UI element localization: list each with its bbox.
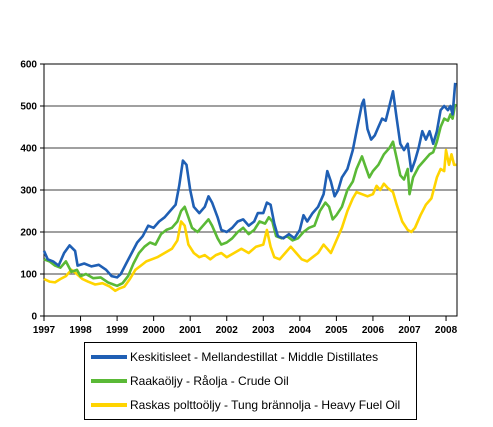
y-tick-label-300: 300 xyxy=(20,186,37,197)
y-tick-label-0: 0 xyxy=(31,312,37,323)
series-line-crude-oil xyxy=(43,103,457,288)
x-tick-label-2006: 2006 xyxy=(362,325,385,336)
series-line-middle-distillates xyxy=(42,82,457,279)
x-tick-label-2003: 2003 xyxy=(252,325,275,336)
x-tick-label-1999: 1999 xyxy=(106,325,129,336)
x-tick-label-2005: 2005 xyxy=(325,325,348,336)
legend-swatch-heavy-fuel-oil xyxy=(91,403,127,407)
x-tick-label-2002: 2002 xyxy=(216,325,239,336)
legend-item-crude-oil: Raakaöljy - Råolja - Crude Oil xyxy=(91,372,289,390)
legend-label-crude-oil: Raakaöljy - Råolja - Crude Oil xyxy=(130,374,289,388)
x-tick-label-1997: 1997 xyxy=(33,325,56,336)
legend-item-middle-distillates: Keskitisleet - Mellandestillat - Middle … xyxy=(91,348,378,366)
y-tick-label-100: 100 xyxy=(20,270,37,281)
x-tick-label-1998: 1998 xyxy=(69,325,92,336)
y-tick-label-600: 600 xyxy=(20,60,37,71)
gridlines xyxy=(44,105,457,275)
y-axis-ticks: 0 100 200 300 400 500 600 xyxy=(20,60,44,323)
legend-swatch-middle-distillates xyxy=(91,355,127,359)
y-tick-label-500: 500 xyxy=(20,102,37,113)
legend-label-heavy-fuel-oil: Raskas polttoöljy - Tung brännolja - Hea… xyxy=(130,398,401,412)
x-tick-label-2000: 2000 xyxy=(143,325,166,336)
legend-label-middle-distillates: Keskitisleet - Mellandestillat - Middle … xyxy=(130,350,379,364)
x-tick-label-2004: 2004 xyxy=(289,325,312,336)
x-tick-label-2001: 2001 xyxy=(179,325,202,336)
legend: Keskitisleet - Mellandestillat - Middle … xyxy=(84,342,417,420)
series-line-heavy-fuel-oil xyxy=(43,148,457,293)
y-tick-label-400: 400 xyxy=(20,144,37,155)
x-axis-ticks: 1997 1998 1999 2000 2001 2002 2003 2004 2005 2006… xyxy=(33,316,458,336)
series-lines xyxy=(42,82,457,293)
x-tick-label-2007: 2007 xyxy=(398,325,421,336)
legend-item-heavy-fuel-oil: Raskas polttoöljy - Tung brännolja - Hea… xyxy=(91,396,400,414)
legend-swatch-crude-oil xyxy=(91,379,127,383)
y-tick-label-200: 200 xyxy=(20,228,37,239)
line-chart: 0 100 200 300 400 500 600 1997 1998 1999 2000 2001… xyxy=(20,60,458,337)
x-tick-label-2008: 2008 xyxy=(435,325,458,336)
